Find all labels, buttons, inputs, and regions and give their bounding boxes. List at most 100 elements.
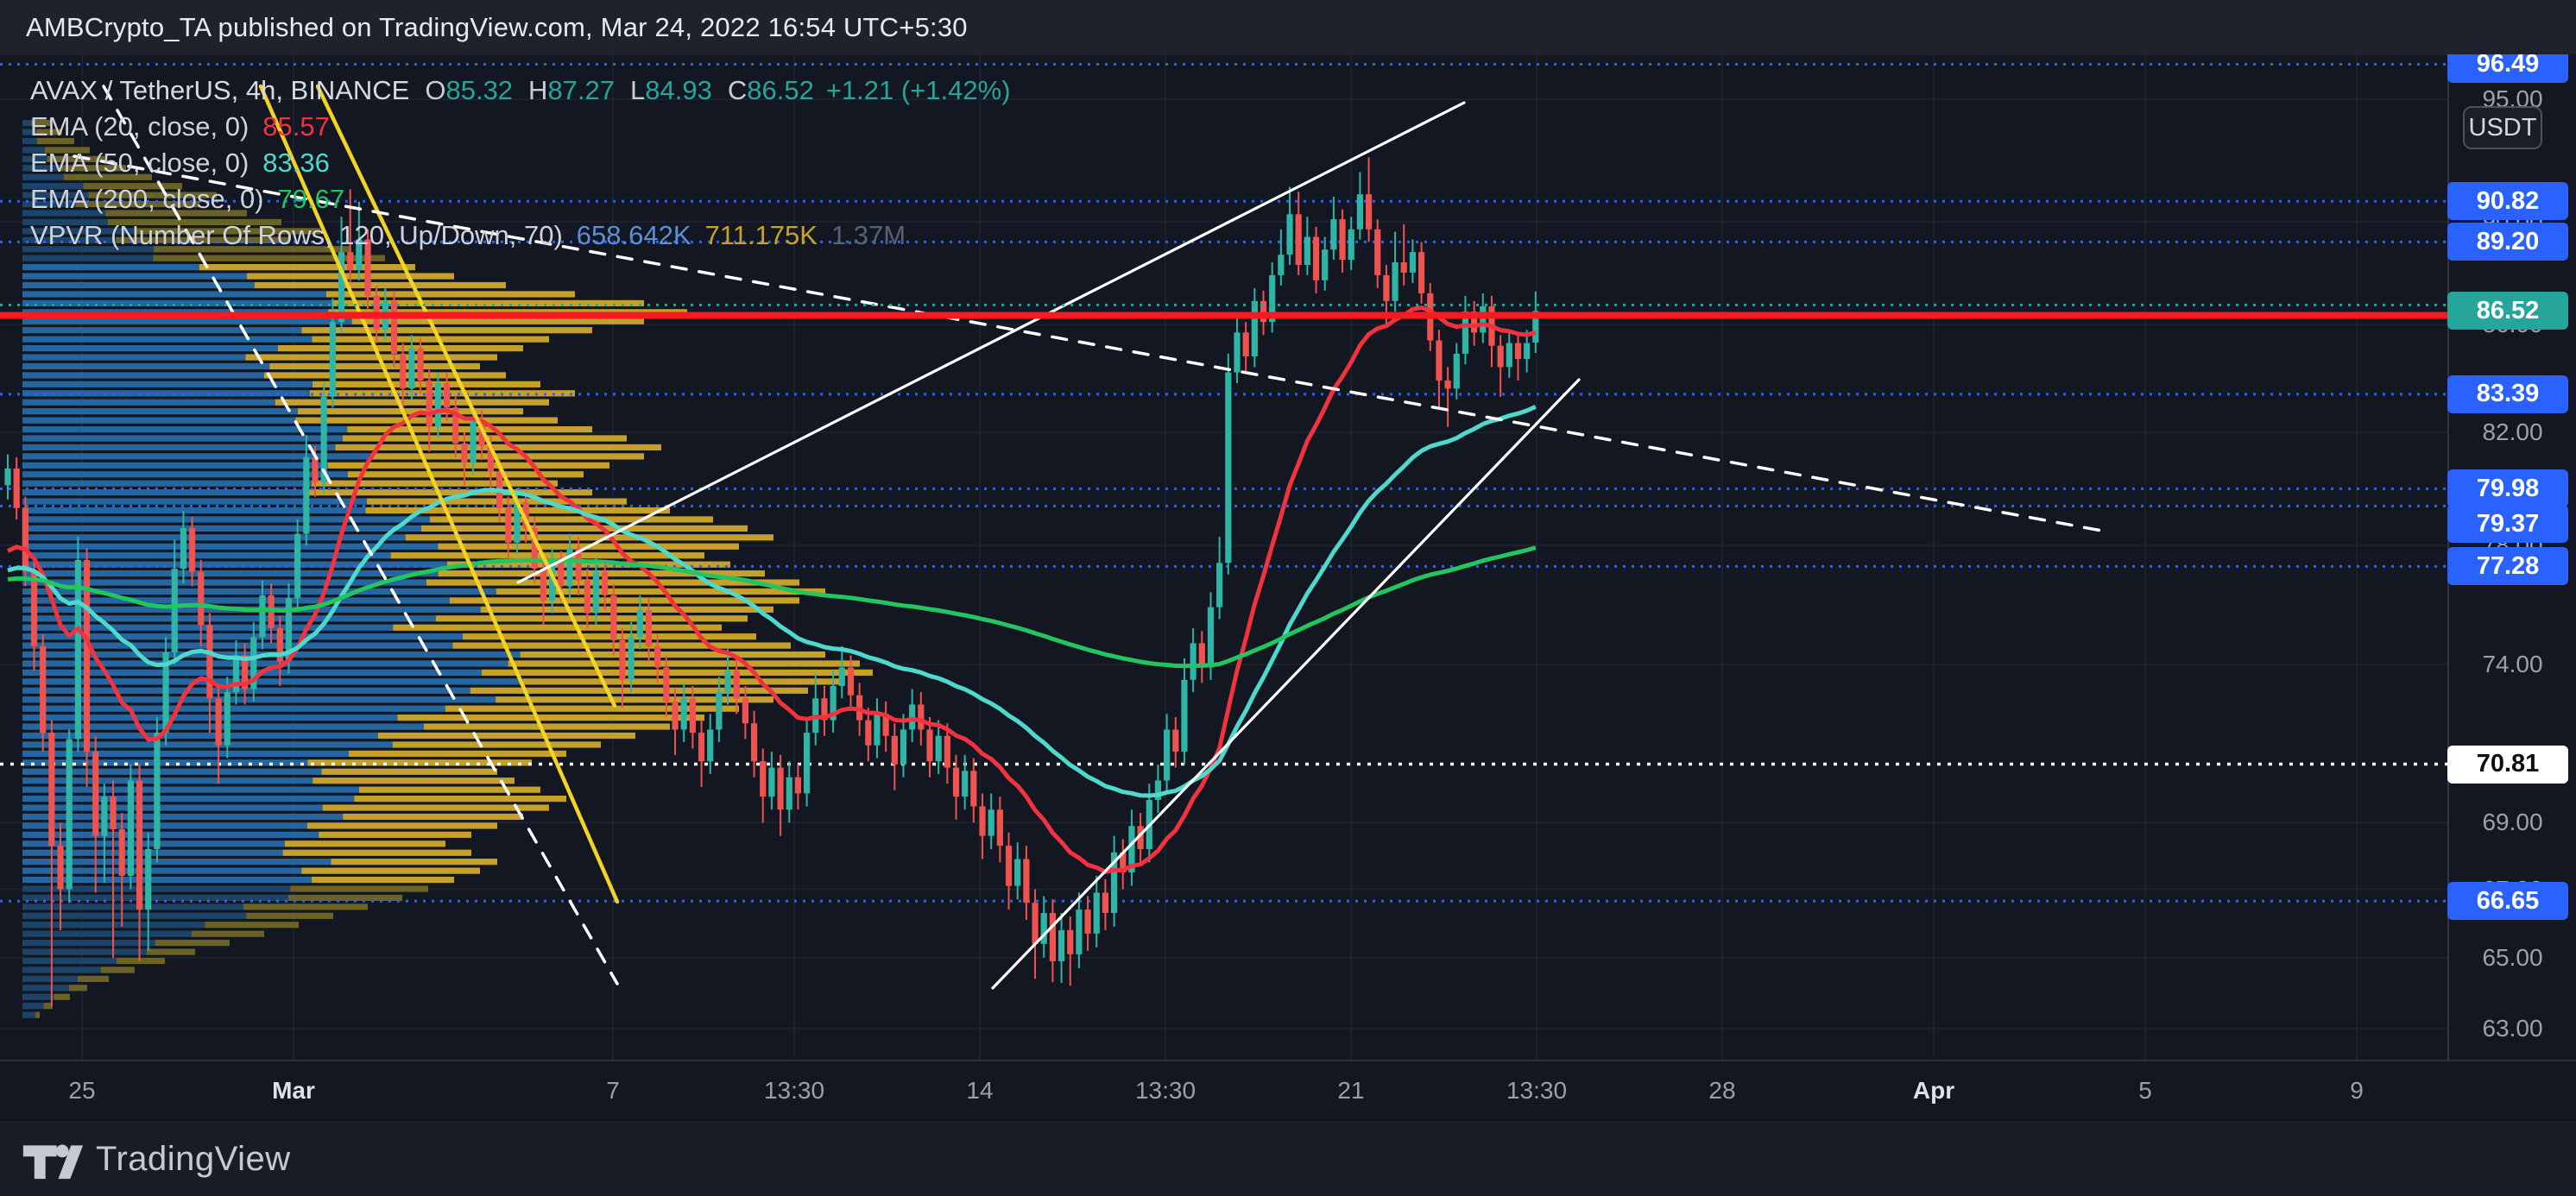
vpvr-up-bar <box>22 552 391 559</box>
candle-body <box>1084 910 1091 934</box>
candle-body <box>724 670 731 693</box>
vpvr-up-bar <box>22 903 243 910</box>
vpvr-up-bar <box>22 462 328 469</box>
vpvr-down-bar <box>392 741 601 748</box>
vpvr-up-bar <box>22 345 278 352</box>
vpvr-up-bar <box>22 327 302 334</box>
price-tick: 63.00 <box>2482 1014 2543 1042</box>
candle-body <box>1164 729 1171 781</box>
ohlc-low: L84.93 <box>630 75 712 105</box>
footer-bar: TradingView <box>0 1122 2576 1196</box>
vpvr-down-bar <box>245 354 497 361</box>
candle-body <box>1348 229 1354 261</box>
price-tick: 82.00 <box>2482 418 2543 445</box>
vpvr-down-bar <box>246 912 333 919</box>
vpvr-down-bar <box>116 957 165 965</box>
vpvr-up-bar <box>22 705 445 712</box>
candle-body <box>1137 826 1144 849</box>
candle-body <box>224 692 230 746</box>
price-axis[interactable]: USDT 95.0090.0086.0082.0078.0074.0071.00… <box>2447 45 2576 1060</box>
candle-body <box>838 667 845 686</box>
vpvr-up-bar <box>22 165 60 172</box>
candle-body <box>1444 380 1451 389</box>
vpvr-up-bar <box>22 525 421 532</box>
currency-toggle-button[interactable]: USDT <box>2463 106 2542 149</box>
vpvr-up-bar <box>22 480 312 487</box>
symbol-title: AVAX / TetherUS, 4h, BINANCE <box>30 75 410 105</box>
vpvr-down-bar <box>480 606 773 613</box>
candle-body <box>329 322 336 397</box>
candle-body <box>672 701 679 730</box>
tradingview-logo[interactable]: TradingView <box>22 1137 291 1182</box>
symbol-legend-row[interactable]: AVAX / TetherUS, 4h, BINANCE O85.32 H87.… <box>30 72 1011 109</box>
vpvr-down-bar <box>153 255 385 261</box>
vpvr-down-bar <box>307 759 532 766</box>
candle-body <box>514 502 521 543</box>
vpvr-up-bar <box>22 723 424 730</box>
candle-body <box>1269 274 1276 323</box>
candle-body <box>162 652 169 733</box>
candle-body <box>1330 219 1337 250</box>
vpvr-up-bar <box>22 200 76 208</box>
vpvr-down-bar <box>430 516 713 523</box>
vpvr-up-bar <box>22 930 192 937</box>
tradingview-logo-icon <box>22 1143 84 1179</box>
vpvr-down-bar <box>116 236 290 243</box>
time-axis[interactable]: 25 Mar 7 13:30 14 13:30 21 13:30 28 Apr 5 9 <box>0 1060 2576 1124</box>
white-rising-upper <box>516 101 1466 584</box>
vpvr-down-bar <box>421 525 748 532</box>
candle-body <box>874 714 881 746</box>
candle-body <box>232 655 240 693</box>
vpvr-up-bar <box>22 579 426 586</box>
white-dashed-steep <box>102 85 619 985</box>
vpvr-up-bar <box>22 147 45 154</box>
vpvr-up-bar <box>22 948 147 955</box>
vpvr-down-bar <box>277 345 523 352</box>
published-byline: AMBCrypto_TA published on TradingView.co… <box>26 11 968 42</box>
price-badge-89.20: 89.20 <box>2447 223 2568 261</box>
vpvr-down-bar <box>301 327 592 334</box>
candle-body <box>602 571 609 595</box>
candle-body <box>92 752 99 836</box>
vpvr-up-bar <box>22 507 366 514</box>
vpvr-down-bar <box>354 796 566 803</box>
indicator-row-ema50[interactable]: EMA (50, close, 0) 83.36 <box>30 145 1011 181</box>
vpvr-up-bar <box>22 867 302 874</box>
candle-body <box>803 733 811 794</box>
vpvr-up-bar <box>22 218 108 226</box>
indicator-row-ema200[interactable]: EMA (200, close, 0) 79.67 <box>30 181 1011 217</box>
candle-body <box>996 809 1003 847</box>
vpvr-down-bar <box>508 660 860 667</box>
vpvr-down-bar <box>438 570 765 577</box>
time-label-14: 14 <box>966 1077 994 1104</box>
vpvr-down-bar <box>351 318 644 324</box>
white-dashed-long <box>73 154 2108 533</box>
candle-body <box>30 571 38 646</box>
vpvr-up-bar <box>22 885 291 892</box>
vpvr-up-bar <box>22 534 406 541</box>
vpvr-up-bar <box>22 957 117 965</box>
vpvr-down-bar <box>69 985 87 991</box>
vpvr-up-bar <box>22 993 54 1000</box>
vpvr-down-bar <box>405 534 773 541</box>
candle-body <box>487 446 495 472</box>
vpvr-up-volume: 658.642K <box>576 220 691 250</box>
candle-body <box>584 580 590 614</box>
candle-body <box>1225 372 1232 563</box>
vpvr-up-bar <box>22 660 508 667</box>
vpvr-down-bar <box>35 1011 40 1018</box>
ohlc-open: O85.32 <box>425 75 514 105</box>
vpvr-down-bar <box>284 840 445 847</box>
candle-body <box>478 421 485 447</box>
indicator-row-ema20[interactable]: EMA (20, close, 0) 85.57 <box>30 109 1011 145</box>
vpvr-down-bar <box>348 471 584 478</box>
vpvr-down-bar <box>275 399 549 406</box>
vpvr-up-bar <box>22 489 307 496</box>
candle-body <box>452 407 459 444</box>
candle-body <box>1234 332 1241 373</box>
indicator-row-vpvr[interactable]: VPVR (Number Of Rows, 120, Up/Down, 70) … <box>30 217 1011 254</box>
vpvr-up-bar <box>22 516 430 523</box>
candle-body <box>1506 343 1512 368</box>
